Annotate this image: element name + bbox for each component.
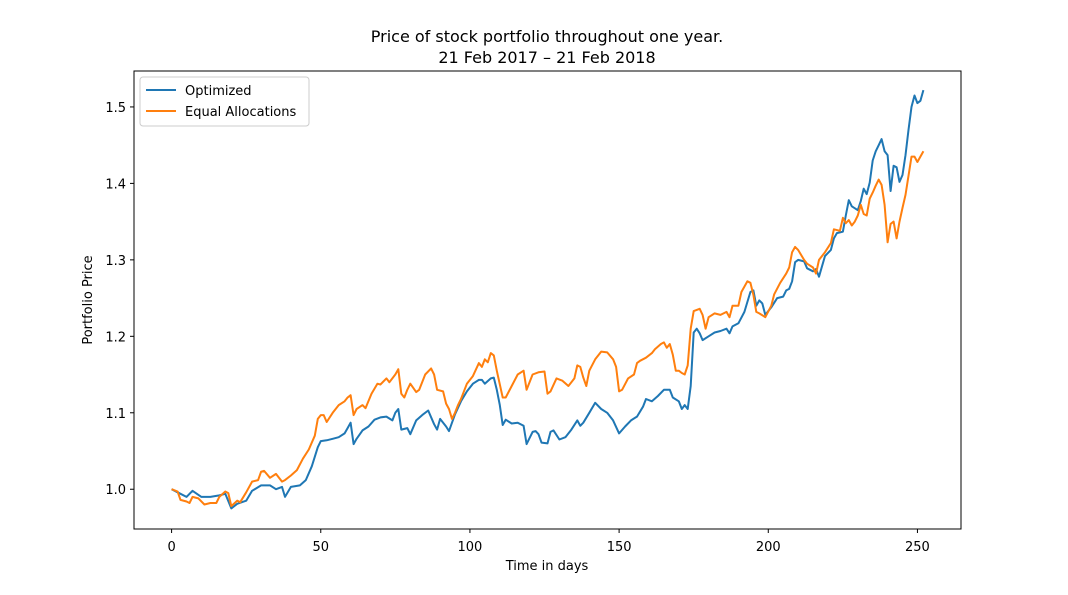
y-tick-label: 1.2 <box>105 330 126 345</box>
x-tick-label: 0 <box>167 540 175 555</box>
x-tick-label: 200 <box>756 540 781 555</box>
x-tick-label: 100 <box>458 540 483 555</box>
x-tick-label: 50 <box>312 540 329 555</box>
legend-label-optimized: Optimized <box>185 84 252 99</box>
x-axis-ticks: 0 50 100 150 200 250 <box>167 529 930 555</box>
y-axis-label: Portfolio Price <box>81 255 96 344</box>
x-tick-label: 250 <box>905 540 930 555</box>
series-layer <box>171 89 925 510</box>
y-tick-label: 1.0 <box>105 483 126 498</box>
series-line-equal-allocations <box>171 150 925 508</box>
x-tick-label: 150 <box>607 540 632 555</box>
y-tick-label: 1.3 <box>105 254 126 269</box>
y-axis-ticks: 1.0 1.1 1.2 1.3 1.4 1.5 <box>105 101 134 498</box>
chart-title: Price of stock portfolio throughout one … <box>371 27 723 46</box>
y-tick-label: 1.4 <box>105 177 126 192</box>
y-tick-label: 1.1 <box>105 407 126 422</box>
legend-box <box>139 76 310 127</box>
chart-subtitle: 21 Feb 2017 – 21 Feb 2018 <box>438 48 655 67</box>
legend-label-equal-allocations: Equal Allocations <box>185 105 297 120</box>
y-tick-label: 1.5 <box>105 101 126 116</box>
x-axis-label: Time in days <box>505 559 589 574</box>
legend: Optimized Equal Allocations <box>139 76 310 127</box>
plot-frame <box>133 70 962 530</box>
series-line-optimized <box>171 89 925 510</box>
